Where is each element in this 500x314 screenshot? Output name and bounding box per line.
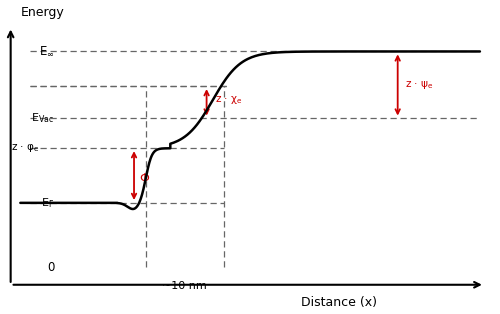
Text: Distance (x): Distance (x) [301,296,377,309]
Text: 0: 0 [47,261,54,274]
Text: ~10 nm: ~10 nm [162,281,207,291]
Text: z · ψ$_\mathregular{e}$: z · ψ$_\mathregular{e}$ [405,79,434,91]
Text: z · χ$_\mathregular{e}$: z · χ$_\mathregular{e}$ [216,94,243,106]
Text: z · φ$_\mathregular{e}$: z · φ$_\mathregular{e}$ [12,142,40,154]
Text: E$_\mathregular{Vac}$: E$_\mathregular{Vac}$ [31,111,54,125]
Text: E$_\infty$: E$_\infty$ [38,45,54,58]
Text: Energy: Energy [20,6,64,19]
Text: Φ: Φ [139,171,148,185]
Text: E$_\mathregular{F}$: E$_\mathregular{F}$ [41,196,54,210]
